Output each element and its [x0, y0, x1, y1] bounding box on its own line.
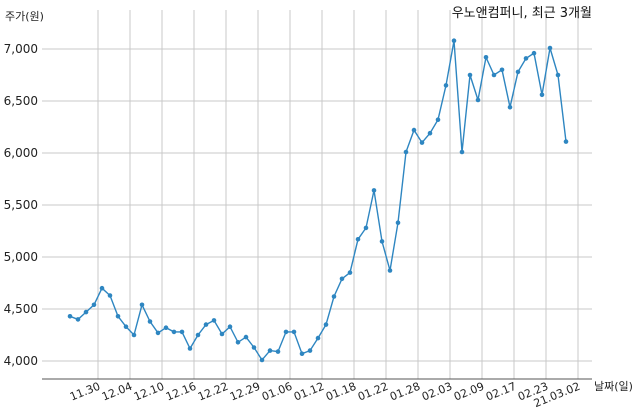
data-point: [563, 139, 569, 144]
data-point: [163, 325, 169, 331]
data-point: [315, 335, 321, 341]
x-tick-label: 02.17: [484, 380, 518, 404]
x-tick-label: 12.29: [228, 380, 262, 404]
data-point: [355, 237, 361, 242]
data-point: [459, 149, 465, 155]
data-point: [379, 239, 385, 244]
y-tick-label: 7,000: [4, 42, 38, 56]
y-axis-label: 주가(원): [5, 10, 44, 23]
data-point: [155, 330, 161, 336]
data-point: [227, 324, 233, 330]
x-tick-label: 01.18: [324, 380, 358, 404]
data-point: [435, 117, 441, 122]
data-point: [187, 346, 193, 351]
data-point: [483, 55, 489, 60]
y-tick-label: 4,000: [4, 354, 38, 368]
x-tick-label: 01.06: [260, 380, 294, 404]
x-tick-labels: 11.3012.0412.1012.1612.2212.2901.0601.12…: [68, 380, 582, 410]
y-tick-label: 6,500: [4, 94, 38, 108]
data-point: [467, 72, 473, 78]
data-point: [75, 317, 81, 322]
data-point: [307, 348, 313, 353]
data-point: [539, 92, 545, 98]
grid-lines: [42, 10, 592, 379]
x-tick-label: 12.16: [164, 380, 198, 404]
data-point: [427, 130, 433, 136]
y-tick-label: 5,500: [4, 198, 38, 212]
data-point: [291, 329, 297, 335]
data-point: [211, 318, 217, 323]
data-point: [195, 332, 201, 338]
y-tick-label: 5,000: [4, 250, 38, 264]
price-line: [69, 40, 567, 362]
data-point: [443, 83, 449, 88]
data-point: [123, 324, 129, 330]
data-point: [515, 69, 521, 75]
data-point: [275, 349, 281, 354]
data-point: [419, 140, 425, 145]
x-tick-label: 02.03: [420, 380, 454, 404]
data-point: [547, 45, 553, 51]
x-tick-label: 01.28: [388, 380, 422, 404]
x-tick-label: 01.22: [356, 380, 390, 404]
x-tick-label: 01.12: [292, 380, 326, 404]
data-point: [83, 309, 89, 315]
data-point: [507, 104, 513, 110]
y-tick-label: 6,000: [4, 146, 38, 160]
data-point: [523, 56, 529, 61]
data-point: [387, 268, 393, 273]
data-point: [411, 127, 417, 133]
data-point: [147, 319, 153, 324]
data-point: [235, 340, 241, 345]
data-point: [403, 149, 409, 155]
data-point: [475, 97, 481, 103]
data-point: [339, 276, 345, 282]
data-point: [131, 332, 137, 338]
data-point: [259, 357, 265, 363]
data-point: [331, 294, 337, 299]
y-tick-labels: 4,000 4,500 5,000 5,500 6,000 6,500 7,000: [4, 42, 38, 368]
x-tick-label: 12.10: [132, 380, 166, 404]
data-point: [179, 329, 185, 335]
x-tick-label: 12.22: [196, 380, 230, 404]
chart-title: 우노앤컴퍼니, 최근 3개월: [452, 6, 592, 21]
data-point: [219, 331, 225, 337]
data-point: [91, 302, 97, 308]
data-point: [251, 345, 257, 350]
data-point: [363, 225, 369, 231]
data-point: [491, 72, 497, 78]
data-point: [139, 302, 145, 308]
data-point: [531, 50, 537, 56]
x-tick-label: 02.09: [452, 380, 486, 404]
x-axis-label: 날짜(일): [594, 379, 633, 393]
y-tick-label: 4,500: [4, 302, 38, 316]
x-tick-label: 11.30: [68, 380, 102, 404]
data-point: [99, 285, 105, 291]
data-point: [243, 334, 249, 340]
data-point: [115, 314, 121, 319]
data-point: [107, 293, 113, 298]
data-point: [555, 72, 561, 78]
price-points: [67, 38, 569, 363]
x-tick-label: 12.04: [100, 380, 134, 404]
data-point: [67, 314, 73, 319]
data-point: [267, 348, 273, 353]
data-point: [371, 188, 377, 193]
data-point: [283, 329, 289, 335]
data-point: [451, 38, 457, 43]
data-point: [171, 329, 177, 335]
data-point: [323, 322, 329, 327]
data-point: [299, 351, 305, 357]
data-point: [499, 67, 505, 73]
data-point: [347, 270, 353, 275]
data-point: [395, 220, 401, 225]
data-point: [203, 322, 209, 327]
